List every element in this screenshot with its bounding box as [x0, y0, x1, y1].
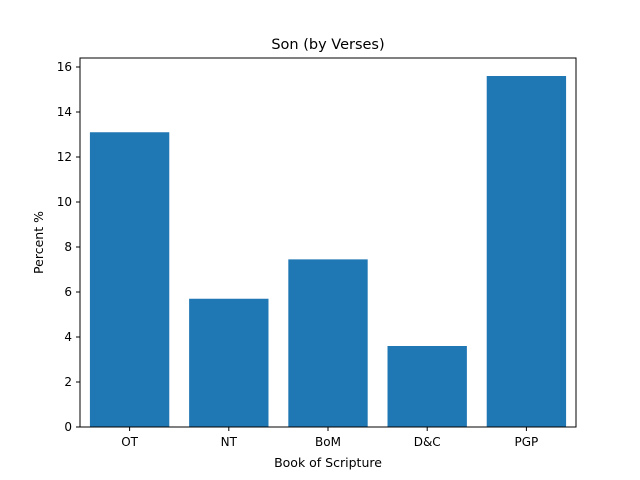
bar-ot — [89, 132, 170, 427]
y-tick-label: 4 — [64, 330, 72, 344]
x-tick-label: BoM — [315, 435, 341, 449]
y-tick-label: 12 — [57, 150, 72, 164]
y-tick-label: 6 — [64, 285, 72, 299]
y-axis-ticks: 0 2 4 6 8 10 12 14 16 — [57, 60, 80, 434]
bar-pgp — [486, 76, 567, 427]
plot-frame — [79, 57, 577, 428]
bars-group — [89, 76, 567, 427]
y-tick-label: 8 — [64, 240, 72, 254]
x-tick-label: OT — [121, 435, 138, 449]
y-tick-label: 16 — [57, 60, 72, 74]
y-tick-label: 10 — [57, 195, 72, 209]
x-axis-ticks: OT NT BoM D&C PGP — [121, 427, 538, 449]
x-tick-label: PGP — [515, 435, 539, 449]
y-tick-label: 14 — [57, 105, 72, 119]
x-tick-label: D&C — [414, 435, 441, 449]
x-axis-label: Book of Scripture — [274, 455, 382, 470]
y-tick-label: 0 — [64, 420, 72, 434]
y-tick-label: 2 — [64, 375, 72, 389]
y-axis-label: Percent % — [31, 211, 46, 274]
bar-bom — [288, 259, 368, 427]
bar-dc — [387, 346, 467, 427]
x-tick-label: NT — [221, 435, 238, 449]
chart-title: Son (by Verses) — [271, 37, 384, 53]
bar-nt — [189, 298, 269, 427]
